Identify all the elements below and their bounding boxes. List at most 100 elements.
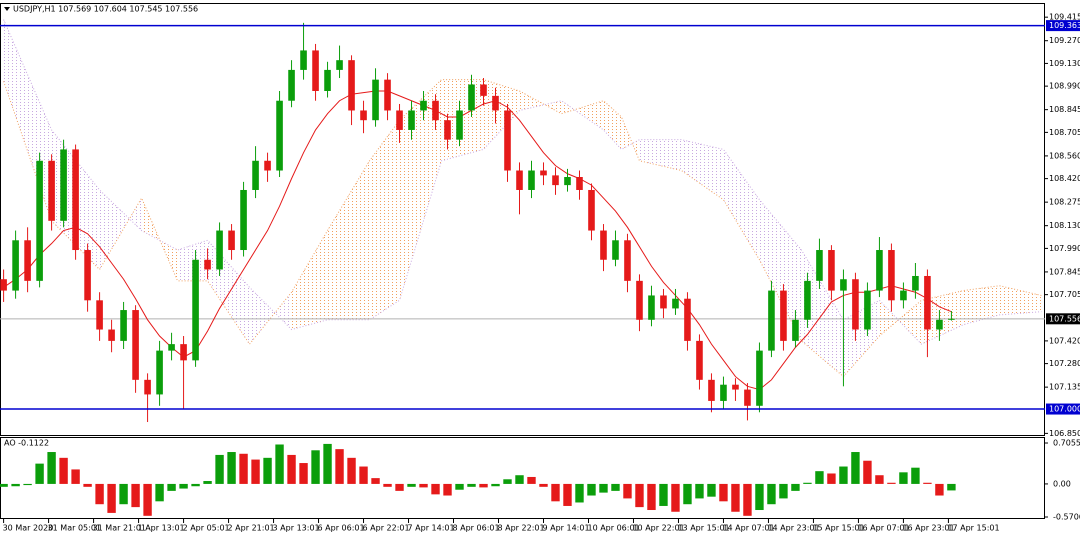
ao-bar	[143, 483, 152, 516]
candle-body	[24, 240, 31, 281]
candle-body	[600, 230, 607, 260]
candle-body	[900, 290, 907, 301]
candle-body	[156, 350, 163, 395]
chart-header: USDJPY,H1 107.569 107.604 107.545 107.55…	[13, 5, 198, 14]
candle-body	[192, 259, 199, 361]
x-tick-label: 31 Mar 05:01	[48, 524, 101, 533]
cloud-fill	[3, 19, 52, 221]
candle-body	[468, 84, 475, 111]
ao-bar	[275, 444, 284, 484]
candle-body	[552, 175, 559, 186]
candle-body	[312, 50, 319, 91]
cloud-fill	[369, 120, 400, 320]
ao-bar	[779, 483, 788, 499]
ao-bar	[743, 483, 752, 516]
candle-body	[564, 177, 571, 186]
candle-body	[696, 340, 703, 380]
ao-bar	[563, 483, 572, 506]
ao-bar	[767, 483, 776, 505]
candle-body	[348, 60, 355, 111]
ao-bar	[683, 483, 692, 505]
candle-body	[72, 149, 79, 251]
ao-bar	[659, 483, 668, 506]
ao-bar	[131, 483, 140, 508]
candle-body	[396, 110, 403, 130]
ao-bar	[383, 483, 392, 487]
ao-bar	[611, 483, 620, 491]
ao-bar	[755, 483, 764, 511]
cloud-fill	[921, 290, 964, 345]
candle-body	[780, 290, 787, 341]
y-tick-label: 107.135	[1049, 383, 1080, 392]
candle-body	[864, 290, 871, 330]
ao-bar	[707, 483, 716, 497]
ao-bar	[719, 483, 728, 502]
y-tick-label: 108.845	[1049, 105, 1080, 114]
ao-bar	[671, 483, 680, 512]
ao-bar	[503, 479, 512, 484]
ao-bar	[83, 483, 92, 487]
menu-arrow[interactable]	[4, 7, 10, 11]
candle-body	[828, 250, 835, 291]
y-tick-label: 106.850	[1049, 429, 1080, 438]
cloud-fill	[399, 79, 442, 301]
candle-body	[756, 350, 763, 406]
last-price-box	[1046, 313, 1080, 325]
ao-bar	[527, 476, 536, 484]
y-tick-label: 109.130	[1049, 59, 1080, 68]
ao-bar	[947, 483, 956, 491]
y-tick-label: 107.705	[1049, 290, 1080, 299]
ao-bar	[455, 483, 464, 490]
x-tick-label: 30 Mar 2020	[3, 524, 54, 533]
ao-bar	[467, 483, 476, 487]
cloud-fill	[843, 300, 880, 377]
ao-bar	[263, 457, 272, 484]
cloud-line	[3, 79, 1042, 378]
ao-bar	[407, 483, 416, 487]
ao-bar	[335, 449, 344, 484]
candle-body	[792, 319, 799, 341]
x-tick-label: 10 Apr 06:01	[587, 524, 639, 533]
ao-bar	[587, 483, 596, 496]
x-tick-label: 2 Apr 05:01	[183, 524, 230, 533]
ao-bar	[287, 454, 296, 484]
candle-body	[60, 149, 67, 221]
candle-body	[144, 379, 151, 395]
candle-body	[840, 279, 847, 291]
x-tick-label: 7 Apr 14:01	[408, 524, 455, 533]
ao-bar	[695, 483, 704, 499]
ao-bar	[731, 483, 740, 512]
ao-bar	[59, 457, 68, 484]
ao-bar	[815, 471, 824, 484]
candle-body	[516, 170, 523, 190]
cloud-fill	[723, 149, 760, 260]
ao-bar	[539, 483, 548, 487]
cloud-fill	[291, 230, 328, 330]
ao-bar	[203, 481, 212, 484]
ao-frame	[0, 437, 1045, 519]
candle-body	[324, 69, 331, 91]
ao-bar	[107, 483, 116, 513]
ao-bar	[35, 463, 44, 484]
candle-body	[768, 290, 775, 351]
candle-body	[936, 319, 943, 330]
cloud-fill	[639, 139, 682, 171]
candle-body	[588, 189, 595, 231]
candle-body	[408, 110, 415, 130]
y-tick-label: 109.415	[1049, 13, 1080, 22]
ao-bar	[431, 483, 440, 495]
y-tick-label: 107.990	[1049, 244, 1080, 253]
candle-body	[948, 318, 955, 320]
ao-bar	[839, 466, 848, 484]
ao-bar	[803, 482, 812, 484]
y-tick-label: 109.270	[1049, 36, 1080, 45]
ao-bar	[863, 460, 872, 484]
candle-body	[720, 384, 727, 401]
candle-body	[0, 279, 7, 291]
ao-bar	[887, 482, 896, 484]
ao-bar	[47, 452, 56, 484]
ao-bar	[323, 443, 332, 484]
ao-bar	[179, 483, 188, 489]
